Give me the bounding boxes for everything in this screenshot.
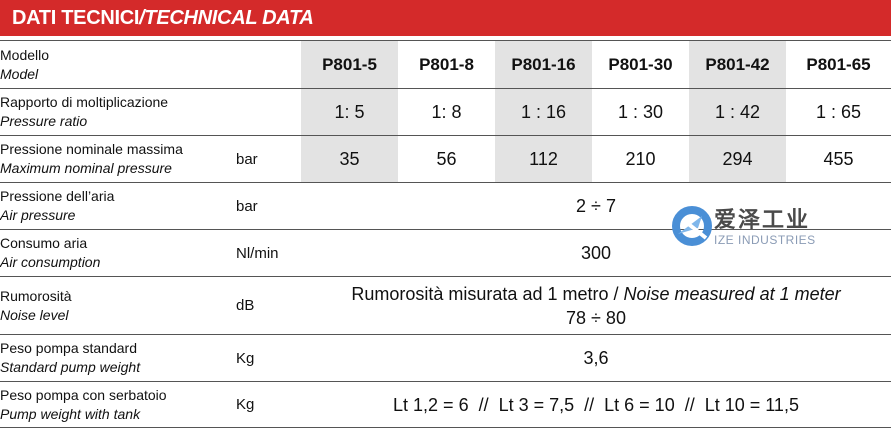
noise-note: Rumorosità misurata ad 1 metro / Noise m… <box>351 283 841 304</box>
row-unit <box>236 89 301 136</box>
model-cell: P801-8 <box>419 54 474 74</box>
row-unit: dB <box>236 297 255 314</box>
row-unit: Kg <box>236 349 255 367</box>
row-unit <box>236 41 301 89</box>
row-unit: bar <box>236 197 258 215</box>
row-label: Pressione dell’aria Air pressure <box>0 188 115 223</box>
row-unit: bar <box>236 150 258 168</box>
row-label: Pressione nominale massima Maximum nomina… <box>0 141 183 176</box>
ize-logo-icon <box>672 206 712 246</box>
ratio-cell: 1 : 42 <box>689 88 786 136</box>
pressure-cell: 112 <box>495 135 592 183</box>
row-pressure-ratio: Rapporto di moltiplicazione Pressure rati… <box>0 88 891 136</box>
model-cell: P801-30 <box>608 54 673 74</box>
row-air-pressure: Pressione dell’aria Air pressure bar 2 ÷ … <box>0 183 891 230</box>
model-cell: P801-65 <box>806 54 871 74</box>
row-label: Peso pompa con serbatoio Pump weight with… <box>0 386 167 422</box>
header-separator: / <box>139 6 145 29</box>
noise-range: 78 ÷ 80 <box>566 307 626 328</box>
row-max-pressure: Pressione nominale massima Maximum nomina… <box>0 135 891 183</box>
model-cell: P801-5 <box>301 40 398 89</box>
air-pressure-value: 2 ÷ 7 <box>576 196 616 216</box>
row-unit: Nl/min <box>236 244 279 262</box>
row-label: Peso pompa standard Standard pump weight <box>0 340 141 375</box>
ratio-cell: 1: 5 <box>301 88 398 136</box>
pressure-cell: 455 <box>823 148 854 169</box>
standard-weight-value: 3,6 <box>583 348 609 368</box>
header-title-en: TECHNICAL DATA <box>144 6 314 29</box>
watermark-name-en: IZE INDUSTRIES <box>714 233 816 247</box>
pressure-cell: 210 <box>625 148 656 169</box>
pressure-cell: 35 <box>301 135 398 183</box>
row-label: Modello Model <box>0 46 50 82</box>
noise-value: Rumorosità misurata ad 1 metro / Noise m… <box>301 277 891 335</box>
pressure-cell: 294 <box>689 135 786 183</box>
watermark-logo: 爱泽工业 IZE INDUSTRIES <box>672 198 842 258</box>
pressure-cell: 56 <box>436 148 457 169</box>
model-cell: P801-16 <box>495 40 592 89</box>
watermark-name-cn: 爱泽工业 <box>714 208 811 233</box>
row-model: Modello Model P801-5 P801-8 P801-16 P801-… <box>0 40 891 89</box>
row-label: Consumo aria Air consumption <box>0 235 101 270</box>
ratio-cell: 1: 8 <box>431 101 462 122</box>
ratio-cell: 1 : 65 <box>815 101 862 122</box>
row-weight-with-tank: Peso pompa con serbatoio Pump weight with… <box>0 382 891 428</box>
section-header: DATI TECNICI / TECHNICAL DATA <box>0 0 891 36</box>
ratio-cell: 1 : 30 <box>617 101 664 122</box>
row-standard-weight: Peso pompa standard Standard pump weight … <box>0 335 891 382</box>
row-label: Rapporto di moltiplicazione Pressure rati… <box>0 94 169 129</box>
tank-weight-value: Lt 1,2 = 6 // Lt 3 = 7,5 // Lt 6 = 10 //… <box>393 394 799 415</box>
spec-table: Modello Model P801-5 P801-8 P801-16 P801-… <box>0 40 891 428</box>
air-consumption-value: 300 <box>580 243 612 263</box>
row-noise-level: Rumorosità Noise level dB Rumorosità misu… <box>0 277 891 335</box>
row-air-consumption: Consumo aria Air consumption Nl/min 300 <box>0 230 891 277</box>
ratio-cell: 1 : 16 <box>495 88 592 136</box>
model-cell: P801-42 <box>689 40 786 89</box>
header-title-it: DATI TECNICI <box>12 6 140 29</box>
row-label: Rumorosità Noise level <box>0 287 72 323</box>
row-unit: Kg <box>236 396 255 413</box>
